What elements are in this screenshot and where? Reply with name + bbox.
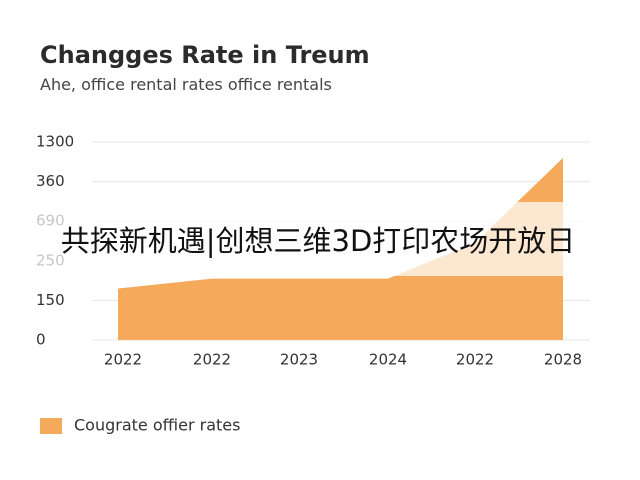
banner-background bbox=[0, 202, 640, 276]
y-tick-label: 0 bbox=[36, 331, 46, 349]
y-tick-label: 1300 bbox=[36, 133, 74, 151]
chart-subtitle: Ahe, office rental rates office rentals bbox=[40, 75, 332, 94]
y-tick-label: 360 bbox=[36, 172, 65, 190]
legend-swatch bbox=[40, 418, 62, 434]
y-tick-label: 150 bbox=[36, 291, 65, 309]
x-tick-label: 2023 bbox=[280, 351, 318, 369]
x-tick-label: 2022 bbox=[193, 351, 231, 369]
x-tick-label: 2024 bbox=[369, 351, 407, 369]
banner-text: 共探新机遇|创想三维3D打印农场开放日 bbox=[61, 224, 576, 258]
chart-title: Changges Rate in Treum bbox=[40, 41, 370, 69]
x-tick-label: 2022 bbox=[104, 351, 142, 369]
x-tick-label: 2022 bbox=[456, 351, 494, 369]
x-tick-label: 2028 bbox=[544, 351, 582, 369]
legend-label: Cougrate offier rates bbox=[74, 416, 240, 435]
area bbox=[118, 157, 563, 340]
